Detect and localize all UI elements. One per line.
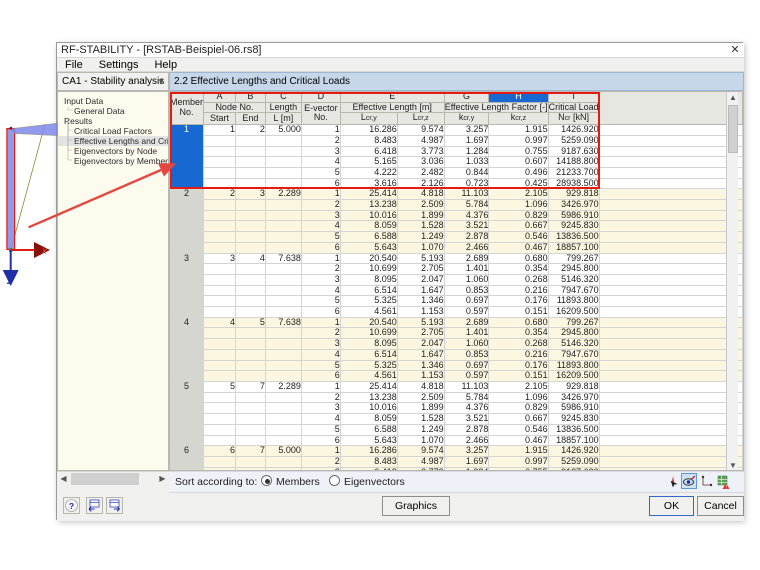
svg-text:?: ? [69, 501, 74, 511]
svg-text:z: z [6, 276, 12, 287]
svg-text:x: x [41, 246, 48, 257]
svg-text:!: ! [726, 485, 727, 491]
